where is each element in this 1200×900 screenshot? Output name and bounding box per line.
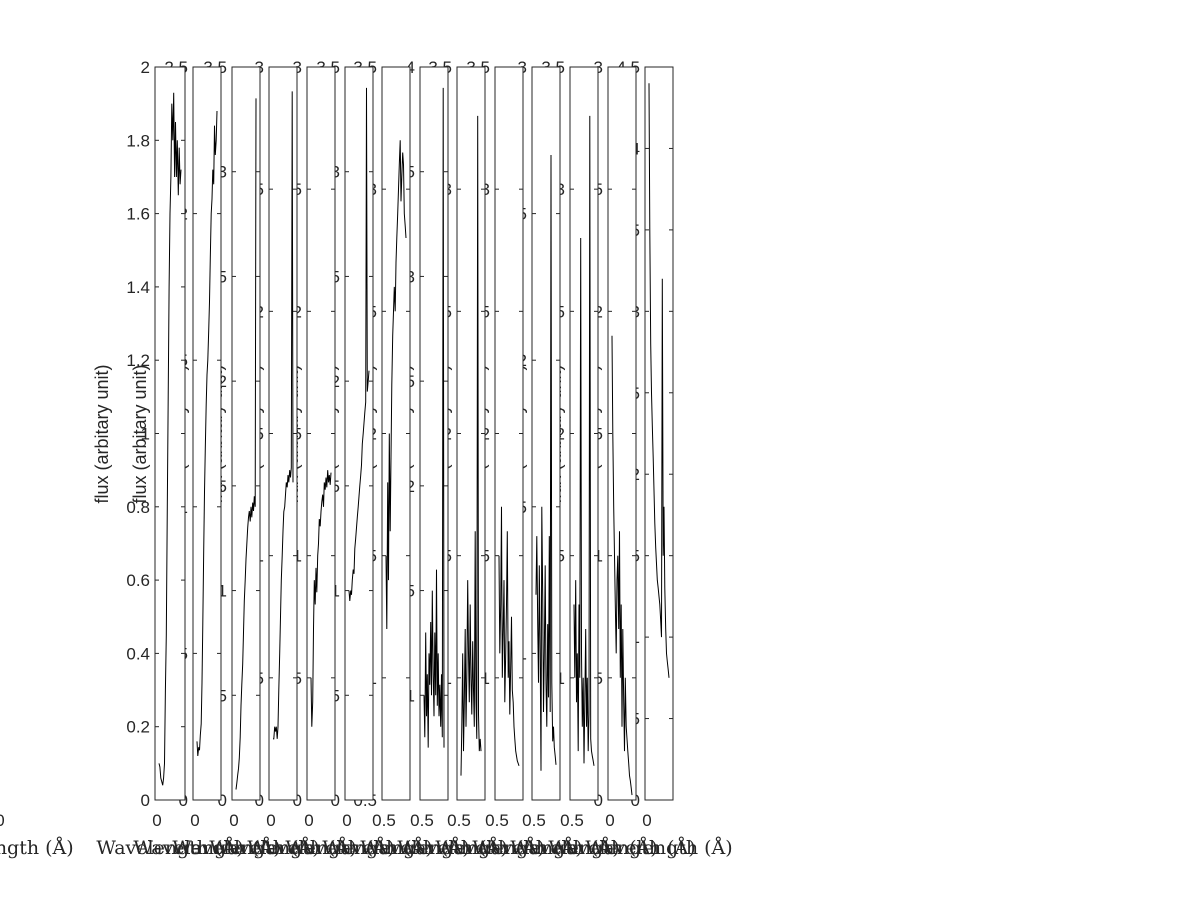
y-tick-label: 0.2: [126, 718, 150, 737]
plot-area: [307, 67, 335, 800]
x-tick-label: 0.5: [447, 811, 471, 830]
x-tick-label: 0: [266, 811, 275, 830]
x-tick-label: 0: [304, 811, 313, 830]
x-tick-label: 0.5: [560, 811, 584, 830]
y-tick-label: 1: [218, 582, 227, 601]
x-tick-label: 0.5: [372, 811, 396, 830]
spectrum-line: [573, 115, 595, 766]
x-tick-label: 0.5: [485, 811, 509, 830]
plot-area: [193, 67, 221, 800]
spectrum-line: [535, 154, 557, 771]
y-tick-label: 1.4: [126, 278, 150, 297]
spectrum-line: [235, 98, 257, 790]
x-axis-label: Wavelength (Å): [360, 837, 507, 859]
y-tick-label: 2: [141, 58, 150, 77]
x-axis-label: Wavelength (Å): [585, 837, 732, 859]
x-tick-label: 0: [605, 811, 614, 830]
plot-area: [155, 67, 185, 800]
x-axis-label: Wavelength (Å): [397, 837, 544, 859]
x-axis-label: Wavelength (Å): [285, 837, 432, 859]
x-axis-label: Wavelength (Å): [247, 837, 394, 859]
y-tick-label: 1: [141, 425, 150, 444]
y-tick-label: 0.4: [126, 644, 150, 663]
axes-box: [344, 66, 374, 801]
plot-area: [382, 67, 410, 800]
x-axis-label: Wavelength (Å): [209, 837, 356, 859]
x-axis-label: Wavelength (Å): [96, 837, 243, 859]
axes-box: [644, 66, 674, 801]
x-tick-label: 0: [342, 811, 351, 830]
x-axis-label: Wavelength (Å): [435, 837, 582, 859]
plot-area: [345, 67, 373, 800]
spectrum-line: [310, 470, 332, 727]
y-tick-label: 1.8: [126, 131, 150, 150]
y-tick-label: 0.8: [126, 498, 150, 517]
panel-1: 0 0.2 0.4 0.6 0.8 1 1.2 1.4 1.6 1.8 2 0 flux (arbita…: [92, 58, 244, 859]
panel-7: 0.511.522.533.50.5flux (arbitary unit)Wa…: [319, 58, 470, 859]
plot-area: [570, 67, 598, 800]
x-axis-label: Wavelength (Å): [510, 837, 657, 859]
y-axis-label: flux (arbitary unit): [130, 364, 150, 503]
spectrum-line: [611, 335, 633, 796]
spectrum-line: [348, 87, 370, 602]
spectrum-line: [385, 140, 407, 630]
spectrum-line: [648, 83, 670, 678]
x-tick-label: 0.5: [410, 811, 434, 830]
x-axis-label: Wavelength (Å): [0, 837, 74, 859]
panel-15: 0 Wavelength (Å): [0, 811, 74, 859]
plot-area: [495, 67, 523, 800]
x-tick-label: 0: [229, 811, 238, 830]
x-axis-label: Wavelength (Å): [133, 837, 280, 859]
spectrum-line: [498, 506, 520, 766]
y-tick-label: 0: [218, 791, 227, 810]
axes-box: [531, 66, 561, 801]
x-axis-label: Wavelength (Å): [322, 837, 469, 859]
x-tick-label: 0: [642, 811, 651, 830]
x-axis-label: Wavelength (Å): [472, 837, 619, 859]
axes-box: [419, 66, 449, 801]
x-tick-label: 0: [152, 811, 161, 830]
x-tick-label: 0: [190, 811, 199, 830]
spectrum-line: [158, 92, 182, 786]
y-axis-label: flux (arbitary unit): [92, 364, 112, 503]
x-tick-label: 0.5: [522, 811, 546, 830]
spectrum-line: [196, 110, 218, 757]
y-tick-label: 0.6: [126, 571, 150, 590]
spectrum-line: [423, 87, 445, 748]
y-tick-label: 1.2: [126, 351, 150, 370]
spectrum-line: [273, 91, 294, 740]
y-tick-label: 3: [218, 163, 227, 182]
y-tick-label: 0: [141, 791, 150, 810]
axes-box: [231, 66, 261, 801]
x-axis-label: Wavelength (Å): [172, 837, 319, 859]
panel-14: 00.511.522.533.544.50flux (arbitary unit…: [582, 58, 733, 859]
axes-box: [192, 66, 222, 801]
y-tick-label: 1.6: [126, 205, 150, 224]
spectrum-line: [460, 115, 482, 776]
x-axis-label: Wavelength (Å): [548, 837, 695, 859]
x-tick-label: 0: [0, 811, 5, 830]
y-tick-label: 2: [218, 372, 227, 391]
